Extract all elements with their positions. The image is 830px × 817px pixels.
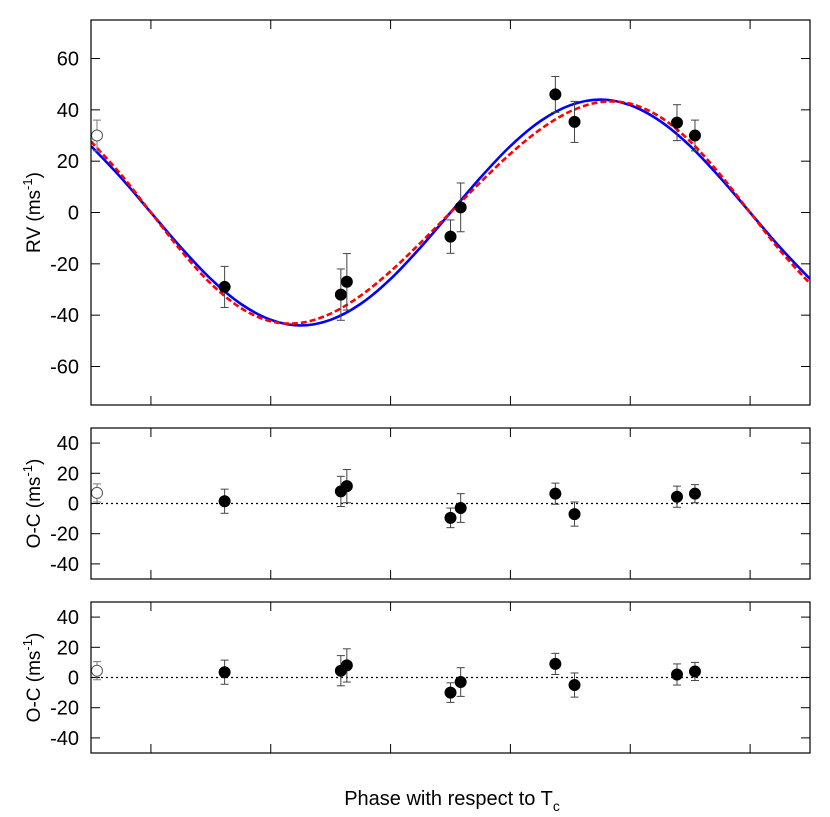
data-point [549,482,562,505]
y-tick-label: 40 [57,100,79,122]
marker-filled [568,679,581,692]
y-label-sup: -1 [20,178,35,190]
marker-filled [340,659,353,672]
plot-frame [90,19,811,406]
marker-open [90,129,103,142]
y-tick-label: 40 [57,607,79,629]
data-point [670,104,683,142]
data-point [218,265,231,308]
marker-filled [568,115,581,128]
marker-filled [454,201,467,214]
marker-filled [670,668,683,681]
y-tick-label: -40 [50,554,79,576]
data-point [340,648,353,683]
data-point [568,501,581,527]
panel-residuals-2: -40 -20 0 20 40 O-C (ms-1) Phase with respect … [20,601,811,814]
y-axis-label: O-C (ms-1) [20,459,45,549]
marker-filled [444,686,457,699]
data-point [90,119,103,152]
data-point [454,667,467,697]
marker-open [90,664,103,677]
y-label-text: O-C (ms [24,651,45,723]
marker-filled [549,88,562,101]
data-point [454,182,467,233]
y-label-sup: -1 [20,465,35,477]
data-point [688,484,701,504]
plot-frame [90,601,811,754]
marker-filled [444,230,457,243]
y-tick-label: -60 [50,357,79,379]
data-point [549,652,562,675]
data-point [670,485,683,508]
marker-filled [334,288,347,301]
y-tick-label: 0 [68,494,79,516]
marker-filled [454,502,467,515]
marker-filled [218,666,231,679]
y-label-close: ) [24,172,45,178]
y-label-close: ) [24,633,45,639]
data-point [218,488,231,514]
x-label-sub: c [553,798,560,812]
y-label-close: ) [24,459,45,465]
x-axis-label: Phase with respect to Tc [344,788,560,812]
marker-filled [688,129,701,142]
marker-filled [454,676,467,689]
marker-filled [340,275,353,288]
data-point [568,672,581,698]
y-label-text: O-C (ms [24,477,45,549]
marker-open [90,486,103,499]
marker-filled [670,116,683,129]
x-label-text: Phase with respect to T [344,788,553,810]
data-point [444,507,457,529]
y-label-sup: -1 [20,639,35,651]
data-point [334,268,347,321]
y-axis-label: RV (ms-1) [20,172,45,253]
y-tick-label: 20 [57,151,79,173]
data-point [90,483,103,503]
y-tick-label: -20 [50,524,79,546]
plot-frame [90,427,811,580]
y-tick-label: -20 [50,698,79,720]
marker-filled [444,511,457,524]
data-point [688,119,701,152]
marker-filled [340,480,353,493]
data-point [549,75,562,113]
data-point [340,469,353,504]
marker-filled [688,665,701,678]
marker-filled [549,487,562,500]
marker-filled [549,657,562,670]
marker-filled [218,495,231,508]
panel-residuals-1: -40 -20 0 20 40 O-C (ms-1) [20,427,811,580]
data-point [218,659,231,685]
y-tick-label: 40 [57,433,79,455]
y-tick-label: 20 [57,463,79,485]
data-point [444,682,457,703]
y-tick-label: -40 [50,305,79,327]
y-tick-label: 60 [57,49,79,71]
marker-filled [670,490,683,503]
panel-rv: -60 -40 -20 0 20 40 60 RV (ms-1) [20,19,811,406]
marker-filled [568,508,581,521]
marker-filled [218,280,231,293]
y-tick-label: 0 [68,668,79,690]
data-point [454,493,467,523]
y-axis-label: O-C (ms-1) [20,633,45,723]
data-point [670,663,683,686]
data-point [568,100,581,143]
y-tick-label: 0 [68,203,79,225]
marker-filled [688,487,701,500]
y-tick-label: -40 [50,728,79,750]
data-point [688,661,701,682]
data-point [340,253,353,311]
model-curve-red-dashed [91,100,810,325]
y-label-text: RV (ms [24,190,45,253]
y-tick-label: 20 [57,637,79,659]
model-curve-blue-solid [91,98,810,327]
data-point [444,219,457,254]
y-tick-label: -20 [50,254,79,276]
